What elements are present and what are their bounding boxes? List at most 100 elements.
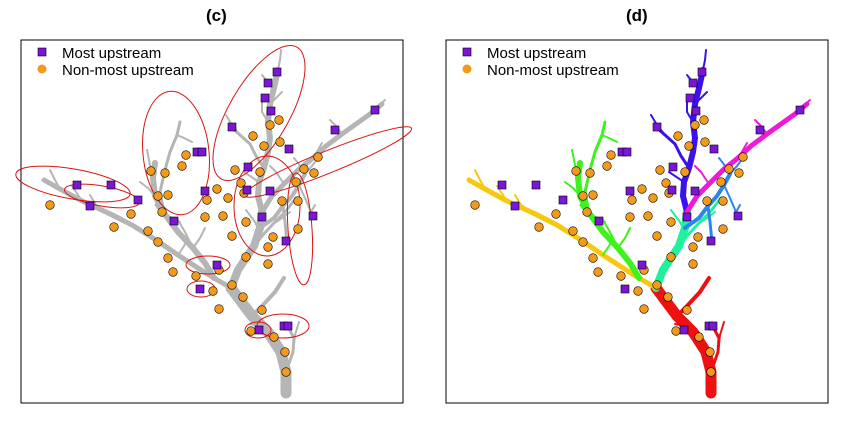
legend-non-most-upstream-label: Non-most upstream xyxy=(487,62,619,79)
non-most-upstream-point xyxy=(734,168,744,178)
non-most-upstream-point xyxy=(655,165,665,175)
legend-most-upstream-marker xyxy=(37,47,47,57)
river-segment-blue xyxy=(706,204,714,244)
non-most-upstream-point xyxy=(163,253,173,263)
most-upstream-point xyxy=(691,106,701,116)
non-most-upstream-point xyxy=(208,286,218,296)
subbasin-ellipse xyxy=(142,90,210,216)
river-segment-green xyxy=(602,237,614,256)
most-upstream-point xyxy=(558,195,568,205)
most-upstream-point xyxy=(72,180,82,190)
legend-non-most-upstream-label: Non-most upstream xyxy=(62,62,194,79)
non-most-upstream-point xyxy=(45,200,55,210)
non-most-upstream-point xyxy=(688,259,698,269)
non-most-upstream-point xyxy=(627,195,637,205)
legend-most-upstream-label: Most upstream xyxy=(487,45,586,62)
most-upstream-point xyxy=(272,67,282,77)
non-most-upstream-point xyxy=(639,304,649,314)
river-segment-indigo xyxy=(668,171,685,183)
most-upstream-point xyxy=(652,122,662,132)
legend-most-upstream-marker xyxy=(462,47,472,57)
river-segment xyxy=(292,321,300,353)
non-most-upstream-point xyxy=(648,193,658,203)
river-segment xyxy=(255,67,281,215)
legend-non-most-upstream-marker xyxy=(37,64,47,74)
river-segment-indigo xyxy=(702,49,707,71)
non-most-upstream-point xyxy=(551,209,561,219)
most-upstream-point xyxy=(667,185,677,195)
most-upstream-point xyxy=(266,106,276,116)
non-most-upstream-point xyxy=(671,326,681,336)
non-most-upstream-point xyxy=(606,150,616,160)
non-most-upstream-point xyxy=(212,184,222,194)
subbasin-ellipse xyxy=(286,172,314,286)
panel-c-frame xyxy=(20,39,404,404)
river-segment-yellow xyxy=(534,211,558,226)
non-most-upstream-point xyxy=(652,231,662,241)
most-upstream-point xyxy=(263,78,273,88)
legend-non-most-upstream-marker xyxy=(462,64,472,74)
non-most-upstream-point xyxy=(593,267,603,277)
non-most-upstream-point xyxy=(718,224,728,234)
non-most-upstream-point xyxy=(666,217,676,227)
non-most-upstream-point xyxy=(694,332,704,342)
non-most-upstream-point xyxy=(716,177,726,187)
non-most-upstream-point xyxy=(214,304,224,314)
river-segment-yellow xyxy=(514,194,532,213)
river-segment xyxy=(177,237,189,256)
non-most-upstream-point xyxy=(241,252,251,262)
non-most-upstream-point xyxy=(230,165,240,175)
non-most-upstream-point xyxy=(157,207,167,217)
river-segment xyxy=(176,134,193,143)
non-most-upstream-point xyxy=(616,271,626,281)
non-most-upstream-point xyxy=(241,217,251,227)
most-upstream-point xyxy=(227,122,237,132)
most-upstream-point xyxy=(257,212,267,222)
river-segment xyxy=(269,165,285,185)
river-segment-red xyxy=(675,276,711,318)
most-upstream-point xyxy=(133,195,143,205)
river-segment-indigo xyxy=(694,91,708,105)
most-upstream-point xyxy=(265,186,275,196)
most-upstream-point xyxy=(308,211,318,221)
non-most-upstream-point xyxy=(684,141,694,151)
non-most-upstream-point xyxy=(280,347,290,357)
non-most-upstream-point xyxy=(277,196,287,206)
non-most-upstream-point xyxy=(109,222,119,232)
non-most-upstream-point xyxy=(177,161,187,171)
river-segment-mint xyxy=(670,209,688,237)
most-upstream-point xyxy=(281,236,291,246)
river-segment xyxy=(109,211,133,226)
river-segment xyxy=(298,184,316,213)
panel-d-frame xyxy=(445,39,829,404)
non-most-upstream-point xyxy=(191,271,201,281)
most-upstream-point xyxy=(254,325,264,335)
river-segment xyxy=(177,219,194,249)
river-segment xyxy=(192,227,206,249)
non-most-upstream-point xyxy=(625,212,635,222)
panel-c-legend: Most upstream Non-most upstream xyxy=(37,45,194,79)
non-most-upstream-point xyxy=(153,237,163,247)
most-upstream-point xyxy=(106,180,116,190)
most-upstream-point xyxy=(668,162,678,172)
non-most-upstream-point xyxy=(578,191,588,201)
river-segment-mint xyxy=(697,211,716,225)
non-most-upstream-point xyxy=(238,292,248,302)
river-segment-blue xyxy=(723,184,741,213)
most-upstream-point xyxy=(497,180,507,190)
non-most-upstream-point xyxy=(718,196,728,206)
non-most-upstream-point xyxy=(582,207,592,217)
most-upstream-point xyxy=(697,67,707,77)
non-most-upstream-point xyxy=(202,195,212,205)
river-segment xyxy=(245,209,263,237)
non-most-upstream-point xyxy=(702,196,712,206)
panel-c-points xyxy=(45,67,380,377)
non-most-upstream-point xyxy=(578,237,588,247)
river-segment-green xyxy=(564,181,581,197)
most-upstream-point xyxy=(708,321,718,331)
non-most-upstream-point xyxy=(643,211,653,221)
most-upstream-point xyxy=(531,180,541,190)
most-upstream-point xyxy=(330,125,340,135)
most-upstream-point xyxy=(197,147,207,157)
